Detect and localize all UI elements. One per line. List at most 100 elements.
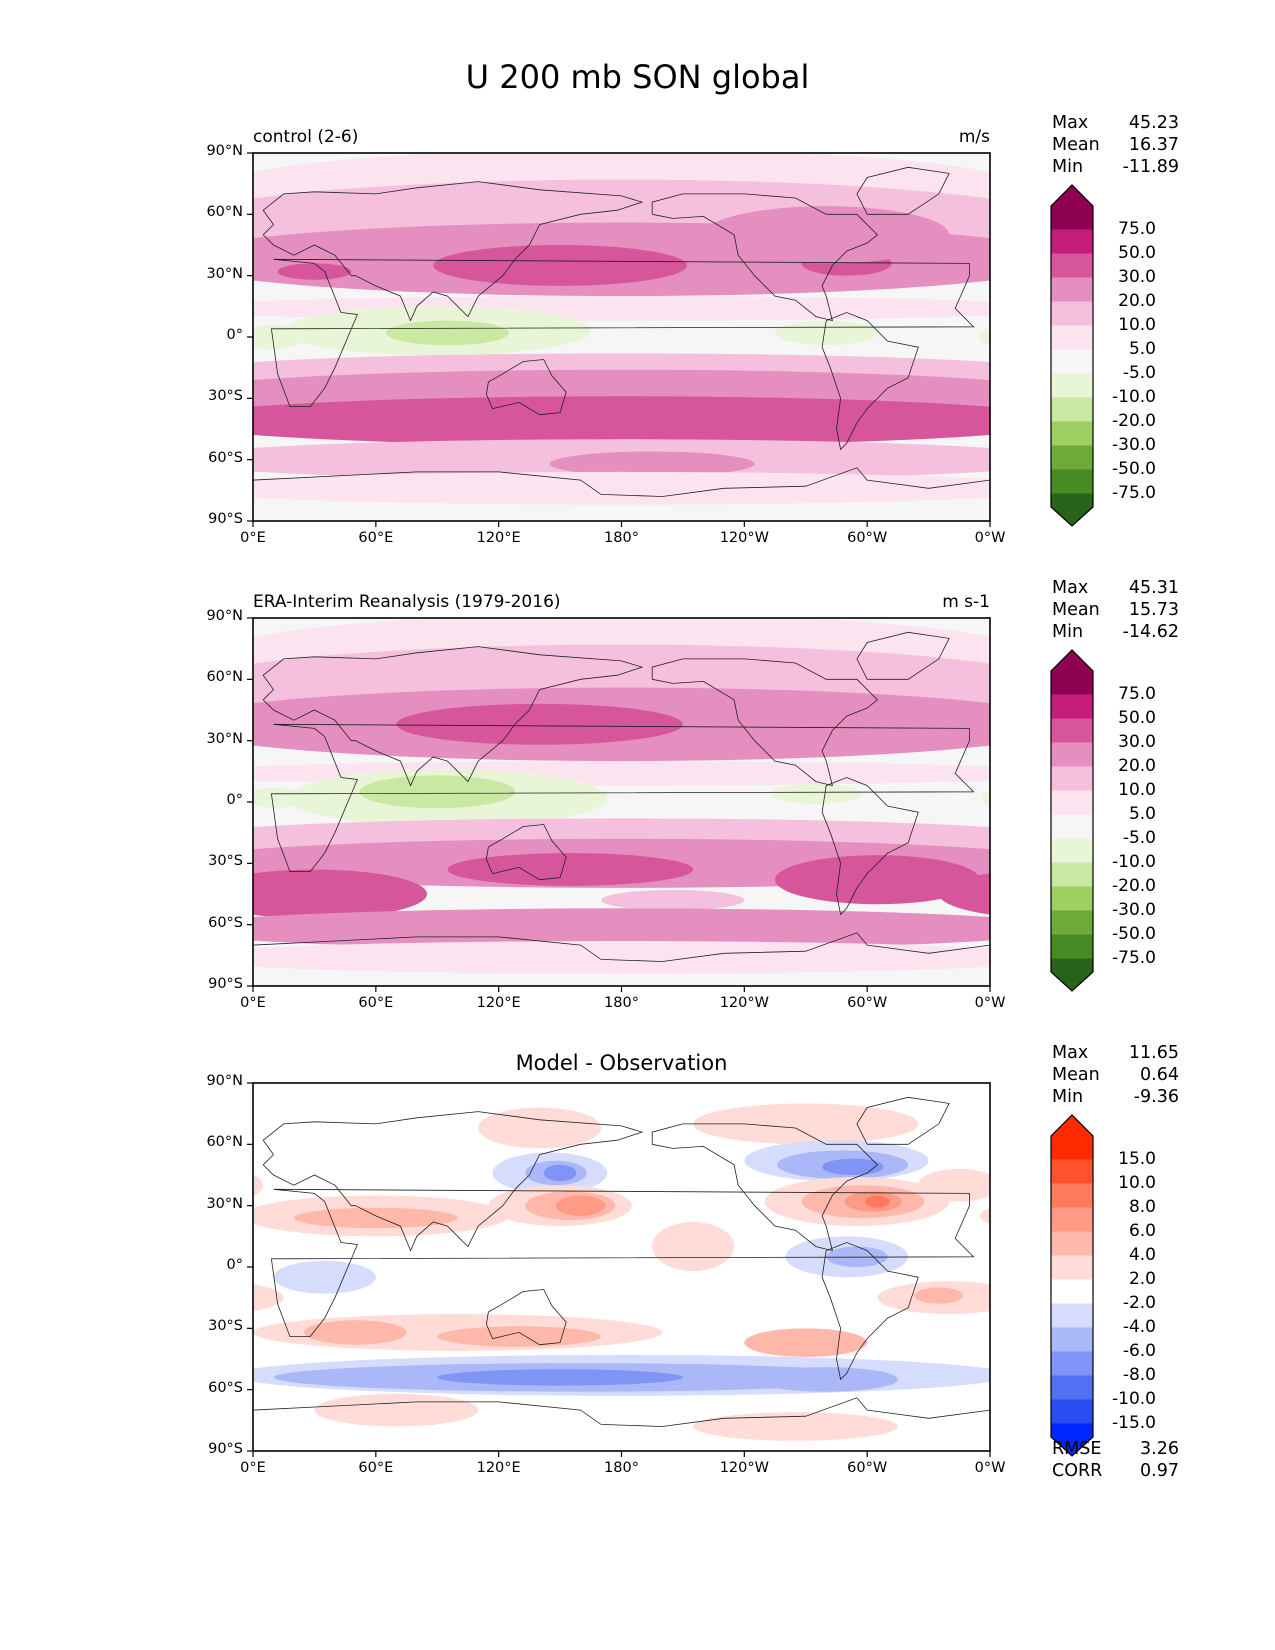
coastline: [485, 359, 567, 416]
contour-region: [253, 471, 990, 505]
x-tick-label: 60°E: [358, 530, 394, 546]
colorbar-segment: [1051, 814, 1093, 840]
x-tick-label: 120°E: [476, 995, 521, 1011]
stat-value: 16.37: [1128, 135, 1179, 155]
colorbar-tick-label: 10.0: [1118, 315, 1156, 335]
contour-region: [277, 263, 352, 280]
y-tick-label: 30°S: [208, 1318, 243, 1335]
contour-field: [253, 153, 990, 521]
units-label: m s-1: [942, 592, 990, 612]
contour-region: [0, 1412, 161, 1441]
contour-region: [1262, 1191, 1275, 1220]
colorbar-tick-label: -5.0: [1122, 363, 1156, 383]
contour-region: [253, 869, 427, 919]
contour-region: [108, 1191, 165, 1211]
contour-region: [7, 1328, 130, 1357]
units-label: m/s: [958, 127, 990, 147]
coastline: [856, 166, 950, 215]
contour-region: [908, 917, 990, 941]
colorbar-segment: [1051, 1375, 1093, 1401]
colorbar-segment: [1051, 886, 1093, 912]
x-tick-label: 0°E: [240, 995, 266, 1011]
contour-region: [478, 1107, 602, 1149]
contour-region: [447, 853, 694, 886]
stats-box: Max 45.31 Mean 15.73 Min -14.62: [1052, 577, 1179, 643]
colorbar: [1050, 184, 1094, 527]
colorbar-outline: [1050, 184, 1094, 527]
colorbar-tick-label: -10.0: [1112, 1389, 1156, 1409]
x-tick-label: 60°W: [847, 530, 888, 546]
colorbar-tick-label: 6.0: [1128, 1221, 1156, 1241]
y-tick-label: 30°N: [206, 265, 243, 282]
coastline: [856, 631, 950, 680]
colorbar-segment: [1051, 1327, 1093, 1353]
contour-region: [437, 1326, 602, 1347]
contour-region: [775, 855, 980, 905]
colorbar-tick-label: -15.0: [1112, 1413, 1156, 1433]
contour-region: [1215, 1108, 1275, 1149]
contour-region: [253, 941, 990, 974]
stat-value: 15.73: [1128, 600, 1179, 620]
x-tick-label: 120°W: [719, 530, 769, 546]
colorbar-segment: [1051, 277, 1093, 303]
colorbar-tick-label: 8.0: [1128, 1197, 1156, 1217]
stats-box: Max 11.65 Mean 0.64 Min -9.36: [1052, 1042, 1179, 1108]
x-tick-label: 180°: [604, 1460, 639, 1476]
contour-region: [543, 1164, 577, 1182]
x-tick-label: 180°: [604, 995, 639, 1011]
stat-label: Min: [1052, 157, 1084, 177]
stat-label: Max: [1052, 1043, 1089, 1063]
colorbar-segment: [1051, 1231, 1093, 1257]
colorbar-tick-label: 30.0: [1118, 732, 1156, 752]
contour-region: [1230, 1153, 1275, 1194]
coastline: [253, 467, 990, 497]
contour-region: [89, 1247, 150, 1267]
contour-field: [0, 1083, 1275, 1451]
coastline: [262, 646, 644, 787]
stat-min: Min -11.89: [1052, 156, 1179, 178]
contour-region: [85, 1159, 146, 1175]
x-tick-label: 60°W: [847, 995, 888, 1011]
contour-region: [253, 787, 303, 809]
coastline: [821, 312, 919, 451]
contour-region: [293, 1207, 458, 1229]
colorbar-segment: [1051, 325, 1093, 351]
colorbar-segment: [1051, 742, 1093, 768]
contour-region: [908, 478, 990, 498]
x-tick-label: 0°E: [240, 1460, 266, 1476]
contour-region: [938, 873, 990, 915]
colorbar-segment: [1051, 1183, 1093, 1209]
panel-title: control (2-6): [253, 127, 359, 147]
contour-region: [253, 1284, 284, 1312]
colorbar-tick-label: -6.0: [1122, 1341, 1156, 1361]
colorbar-extend-min: [1051, 493, 1093, 526]
contour-region: [273, 1260, 376, 1294]
contour-region: [914, 1287, 964, 1304]
colorbar-segment: [1051, 790, 1093, 816]
coastline: [821, 777, 919, 916]
y-tick-label: 0°: [226, 327, 243, 343]
stat-max: Max 45.23: [1052, 112, 1179, 134]
colorbar-extend-min: [1051, 1423, 1093, 1456]
colorbar-segment: [1051, 862, 1093, 888]
colorbar-segment: [1051, 910, 1093, 936]
colorbar-tick-label: 75.0: [1118, 684, 1156, 704]
colorbar-segment: [1051, 229, 1093, 255]
colorbar-tick-label: -20.0: [1112, 876, 1156, 896]
stat-label: Max: [1052, 113, 1089, 133]
contour-region: [652, 1222, 735, 1272]
colorbar-tick-label: 2.0: [1128, 1269, 1156, 1289]
colorbar-segment: [1051, 694, 1093, 720]
coastline: [262, 1111, 644, 1252]
colorbar-outline: [1050, 1114, 1094, 1457]
x-tick-label: 120°W: [719, 1460, 769, 1476]
y-tick-label: 90°N: [206, 1073, 243, 1089]
stat-value: 45.31: [1128, 578, 1179, 598]
contour-region: [601, 889, 745, 911]
contour-region: [386, 320, 509, 346]
stats-box: Max 45.23 Mean 16.37 Min -11.89: [1052, 112, 1179, 178]
colorbar-outline: [1050, 649, 1094, 992]
colorbar-segment: [1051, 1351, 1093, 1377]
metric-rmse: RMSE 3.26: [1052, 1438, 1179, 1460]
